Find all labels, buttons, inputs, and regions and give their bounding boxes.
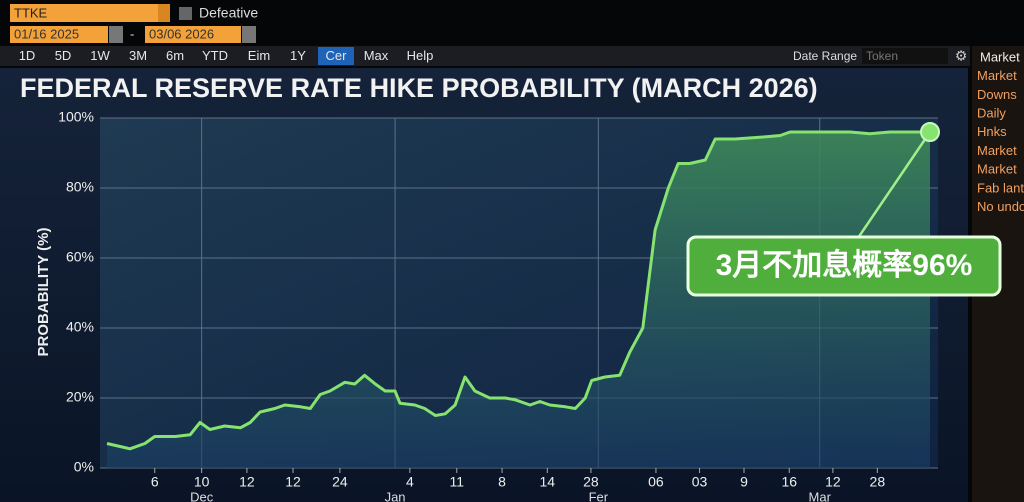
- start-date-input[interactable]: [10, 26, 108, 43]
- range-button[interactable]: [318, 47, 354, 65]
- range-button[interactable]: [240, 47, 278, 65]
- range-button-label: 3M: [129, 48, 147, 63]
- x-tick-label: 28: [583, 474, 599, 490]
- x-tick-label: 16: [781, 474, 797, 490]
- side-item[interactable]: Fab lant: [977, 180, 1024, 195]
- symbol: TTKE: [14, 5, 48, 20]
- month-label: Dec: [190, 489, 214, 502]
- range-button-label: 1D: [19, 48, 36, 63]
- side-item[interactable]: Market: [977, 162, 1017, 177]
- x-tick-label: 03: [692, 474, 708, 490]
- annotation: 3月不加息概率96%: [716, 248, 973, 282]
- range-button[interactable]: [122, 47, 154, 65]
- x-tick-label: 14: [540, 474, 556, 490]
- x-tick-label: 10: [194, 474, 210, 490]
- range-button[interactable]: [195, 47, 235, 65]
- x-tick-label: 28: [870, 474, 886, 490]
- range-button-label: YTD: [202, 48, 228, 63]
- range-button[interactable]: [283, 47, 313, 65]
- range-button-label: Eim: [248, 48, 270, 63]
- end-date-input[interactable]: [145, 26, 241, 43]
- y-tick-label: 0%: [74, 459, 94, 475]
- range-button-label: 1W: [90, 48, 110, 63]
- end-date: 03/06 2026: [149, 26, 214, 41]
- side-item[interactable]: Downs: [977, 87, 1017, 102]
- date-range-label: Date Range: [793, 49, 857, 63]
- chart-title: FEDERAL RESERVE RATE HIKE PROBABILITY (M…: [20, 73, 818, 103]
- range-buttons: 1D 5D 1W 3M 6m YTD Eim 1Y Cer Max Help: [12, 47, 440, 65]
- y-tick-label: 60%: [66, 249, 94, 265]
- x-tick-label: 6: [151, 474, 159, 490]
- month-label: Mar: [809, 489, 832, 502]
- line: [106, 130, 930, 451]
- range-button[interactable]: [12, 47, 42, 65]
- side-item[interactable]: No undo: [977, 199, 1024, 214]
- calendar[interactable]: [109, 26, 123, 43]
- settings-icon[interactable]: ⚙: [955, 48, 968, 64]
- x-tick-label: 9: [740, 474, 748, 490]
- side-list: Market Market Downs Daily Hnks Market Market Fa…: [977, 49, 1024, 214]
- start-date: 01/16 2025: [14, 26, 79, 41]
- range-button[interactable]: [357, 47, 395, 65]
- range-button-label: 1Y: [290, 48, 306, 63]
- range-button[interactable]: [159, 47, 191, 65]
- x-tick-label: 4: [406, 474, 414, 490]
- annotation-box: [686, 235, 1002, 297]
- end-point: [920, 122, 940, 142]
- checkbox[interactable]: [179, 7, 192, 20]
- dropdown[interactable]: [158, 4, 170, 22]
- side-item[interactable]: Market: [977, 68, 1017, 83]
- range-button-label: 5D: [55, 48, 72, 63]
- range-button[interactable]: [400, 47, 440, 65]
- range-button[interactable]: [47, 47, 79, 65]
- x-tick-label: 11: [450, 474, 465, 490]
- month-label: Fer: [589, 489, 609, 502]
- range-button-label: Help: [407, 48, 434, 63]
- side-item[interactable]: Hnks: [977, 124, 1007, 139]
- token-input[interactable]: [862, 48, 948, 64]
- range-button-label: Max: [364, 48, 389, 63]
- y-tick-label: 20%: [66, 389, 94, 405]
- annotation-pointer: [856, 131, 932, 239]
- calendar[interactable]: [242, 26, 256, 43]
- range-button-label: Cer: [326, 48, 348, 63]
- side-item[interactable]: Market: [980, 49, 1020, 64]
- x-tick-label: 8: [498, 474, 506, 490]
- dash: -: [130, 26, 134, 41]
- range-button[interactable]: [84, 47, 116, 65]
- y-tick-label: 80%: [66, 179, 94, 195]
- x-tick-label: 12: [239, 474, 255, 490]
- plot: 0% 20% 40% 60% 80% 100% 6 10 12 12 24 4 11 8 14 28 06 03 9…: [58, 109, 1002, 502]
- checkbox-label: Defeative: [199, 5, 258, 21]
- y-tick-label: 100%: [58, 109, 94, 125]
- y-tick-label: 40%: [66, 319, 94, 335]
- x-tick-label: 24: [332, 474, 348, 490]
- y-axis-label: PROBABILITY (%): [35, 228, 52, 357]
- x-tick-label: 12: [285, 474, 301, 490]
- range-button-label: 6m: [166, 48, 184, 63]
- side-item[interactable]: Market: [977, 143, 1017, 158]
- x-tick-label: 12: [825, 474, 841, 490]
- token: Token: [866, 49, 898, 63]
- month-label: Jan: [385, 489, 406, 502]
- x-tick-label: 06: [648, 474, 664, 490]
- area: [107, 132, 930, 468]
- side-item[interactable]: Daily: [977, 106, 1006, 121]
- symbol-input[interactable]: [10, 4, 170, 22]
